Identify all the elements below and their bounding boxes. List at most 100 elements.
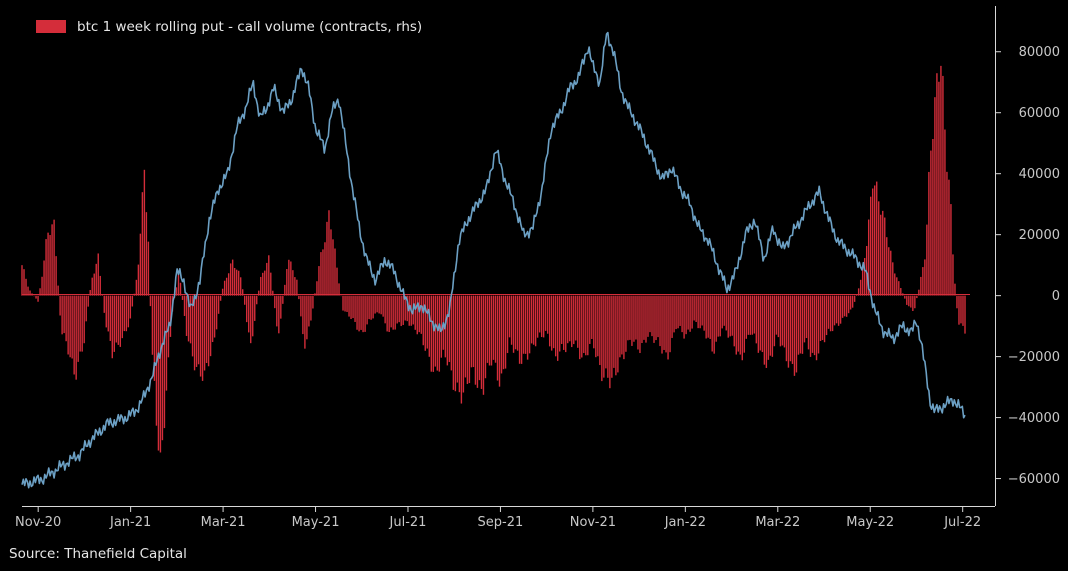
y-tick-label: −60000 — [1008, 472, 1060, 487]
volume-bar — [520, 295, 523, 364]
volume-bar — [129, 295, 132, 319]
volume-bar — [470, 295, 473, 368]
y-tick-label: −40000 — [1008, 411, 1060, 426]
volume-bar — [23, 269, 25, 296]
volume-bar — [908, 295, 910, 307]
volume-bar — [87, 295, 89, 307]
volume-bar — [876, 181, 878, 296]
volume-bar — [611, 295, 613, 378]
volume-bar — [195, 295, 198, 367]
volume-bar — [713, 295, 715, 354]
volume-bar — [342, 295, 344, 311]
volume-bar — [480, 295, 483, 389]
volume-bar — [753, 295, 756, 334]
volume-bar — [567, 295, 569, 344]
volume-bar — [332, 239, 334, 296]
volume-bar — [669, 295, 671, 353]
volume-bar — [962, 295, 964, 326]
volume-bar — [201, 295, 204, 381]
volume-bar — [502, 295, 505, 370]
volume-bar — [546, 295, 549, 334]
volume-bar — [440, 295, 443, 358]
volume-bar — [384, 295, 386, 324]
volume-bar — [559, 295, 561, 352]
volume-bar — [761, 295, 764, 353]
volume-bar — [43, 260, 45, 296]
volume-bar — [771, 295, 774, 357]
volume-bar — [109, 295, 111, 341]
volume-bar — [177, 274, 180, 296]
volume-bar — [755, 295, 758, 344]
volume-bar — [613, 295, 615, 368]
y-tick-label: 0 — [1052, 289, 1060, 304]
volume-bar — [787, 295, 790, 368]
volume-bar — [488, 295, 491, 366]
x-tick-label: Sep-21 — [478, 515, 524, 530]
volume-bar — [338, 283, 340, 296]
volume-bar — [185, 295, 188, 336]
volume-bar — [231, 259, 234, 296]
volume-bar — [252, 295, 254, 337]
volume-bar — [244, 295, 246, 305]
volume-bar — [745, 295, 747, 339]
volume-bar — [254, 295, 256, 321]
volume-bar — [81, 295, 83, 352]
volume-bar — [731, 295, 733, 336]
volume-bar — [793, 295, 796, 376]
volume-bar — [348, 295, 350, 317]
volume-bar — [161, 295, 164, 441]
volume-bar — [67, 295, 69, 355]
volume-bar — [484, 295, 487, 379]
volume-bar — [677, 295, 679, 329]
volume-bar — [454, 295, 457, 392]
volume-bar — [77, 295, 79, 362]
volume-bar — [93, 273, 95, 296]
volume-bar — [113, 295, 115, 352]
volume-bar — [942, 75, 944, 296]
bar-series — [21, 65, 966, 453]
volume-bar — [464, 295, 467, 378]
volume-bar — [591, 295, 593, 339]
volume-bar — [906, 295, 908, 305]
volume-bar — [191, 295, 194, 357]
volume-bar — [458, 295, 461, 393]
volume-bar — [428, 295, 430, 357]
volume-bar — [803, 295, 806, 343]
volume-bar — [703, 295, 705, 331]
volume-bar — [95, 263, 97, 296]
x-tick-label: Jan-21 — [109, 515, 151, 530]
volume-bar — [418, 295, 420, 333]
volume-bar — [910, 295, 912, 308]
volume-bar — [653, 295, 655, 343]
volume-bar — [518, 295, 521, 364]
volume-bar — [811, 295, 814, 353]
volume-bar — [627, 295, 629, 341]
volume-bar — [256, 295, 258, 305]
volume-bar — [631, 295, 633, 346]
volume-bar — [402, 295, 404, 325]
volume-bar — [557, 295, 559, 361]
volume-bar — [691, 295, 693, 329]
volume-bar — [603, 295, 605, 378]
volume-bar — [344, 295, 346, 312]
volume-bar — [645, 295, 647, 343]
volume-bar — [532, 295, 535, 345]
volume-bar — [741, 295, 743, 361]
volume-bar — [536, 295, 539, 338]
volume-bar — [250, 295, 252, 344]
volume-bar — [362, 295, 364, 333]
volume-bar — [711, 295, 713, 352]
volume-bar — [751, 295, 754, 335]
volume-bar — [524, 295, 527, 354]
legend-swatch — [36, 20, 66, 33]
volume-bar — [378, 295, 380, 314]
volume-bar — [121, 295, 124, 339]
volume-bar — [486, 295, 489, 363]
volume-bar — [276, 295, 278, 327]
volume-bar — [813, 295, 816, 356]
volume-bar — [849, 295, 852, 310]
volume-bar — [360, 295, 362, 330]
x-tick-label: Jul-21 — [389, 515, 427, 530]
volume-bar — [530, 295, 533, 344]
x-tick-label: Mar-21 — [201, 515, 246, 530]
